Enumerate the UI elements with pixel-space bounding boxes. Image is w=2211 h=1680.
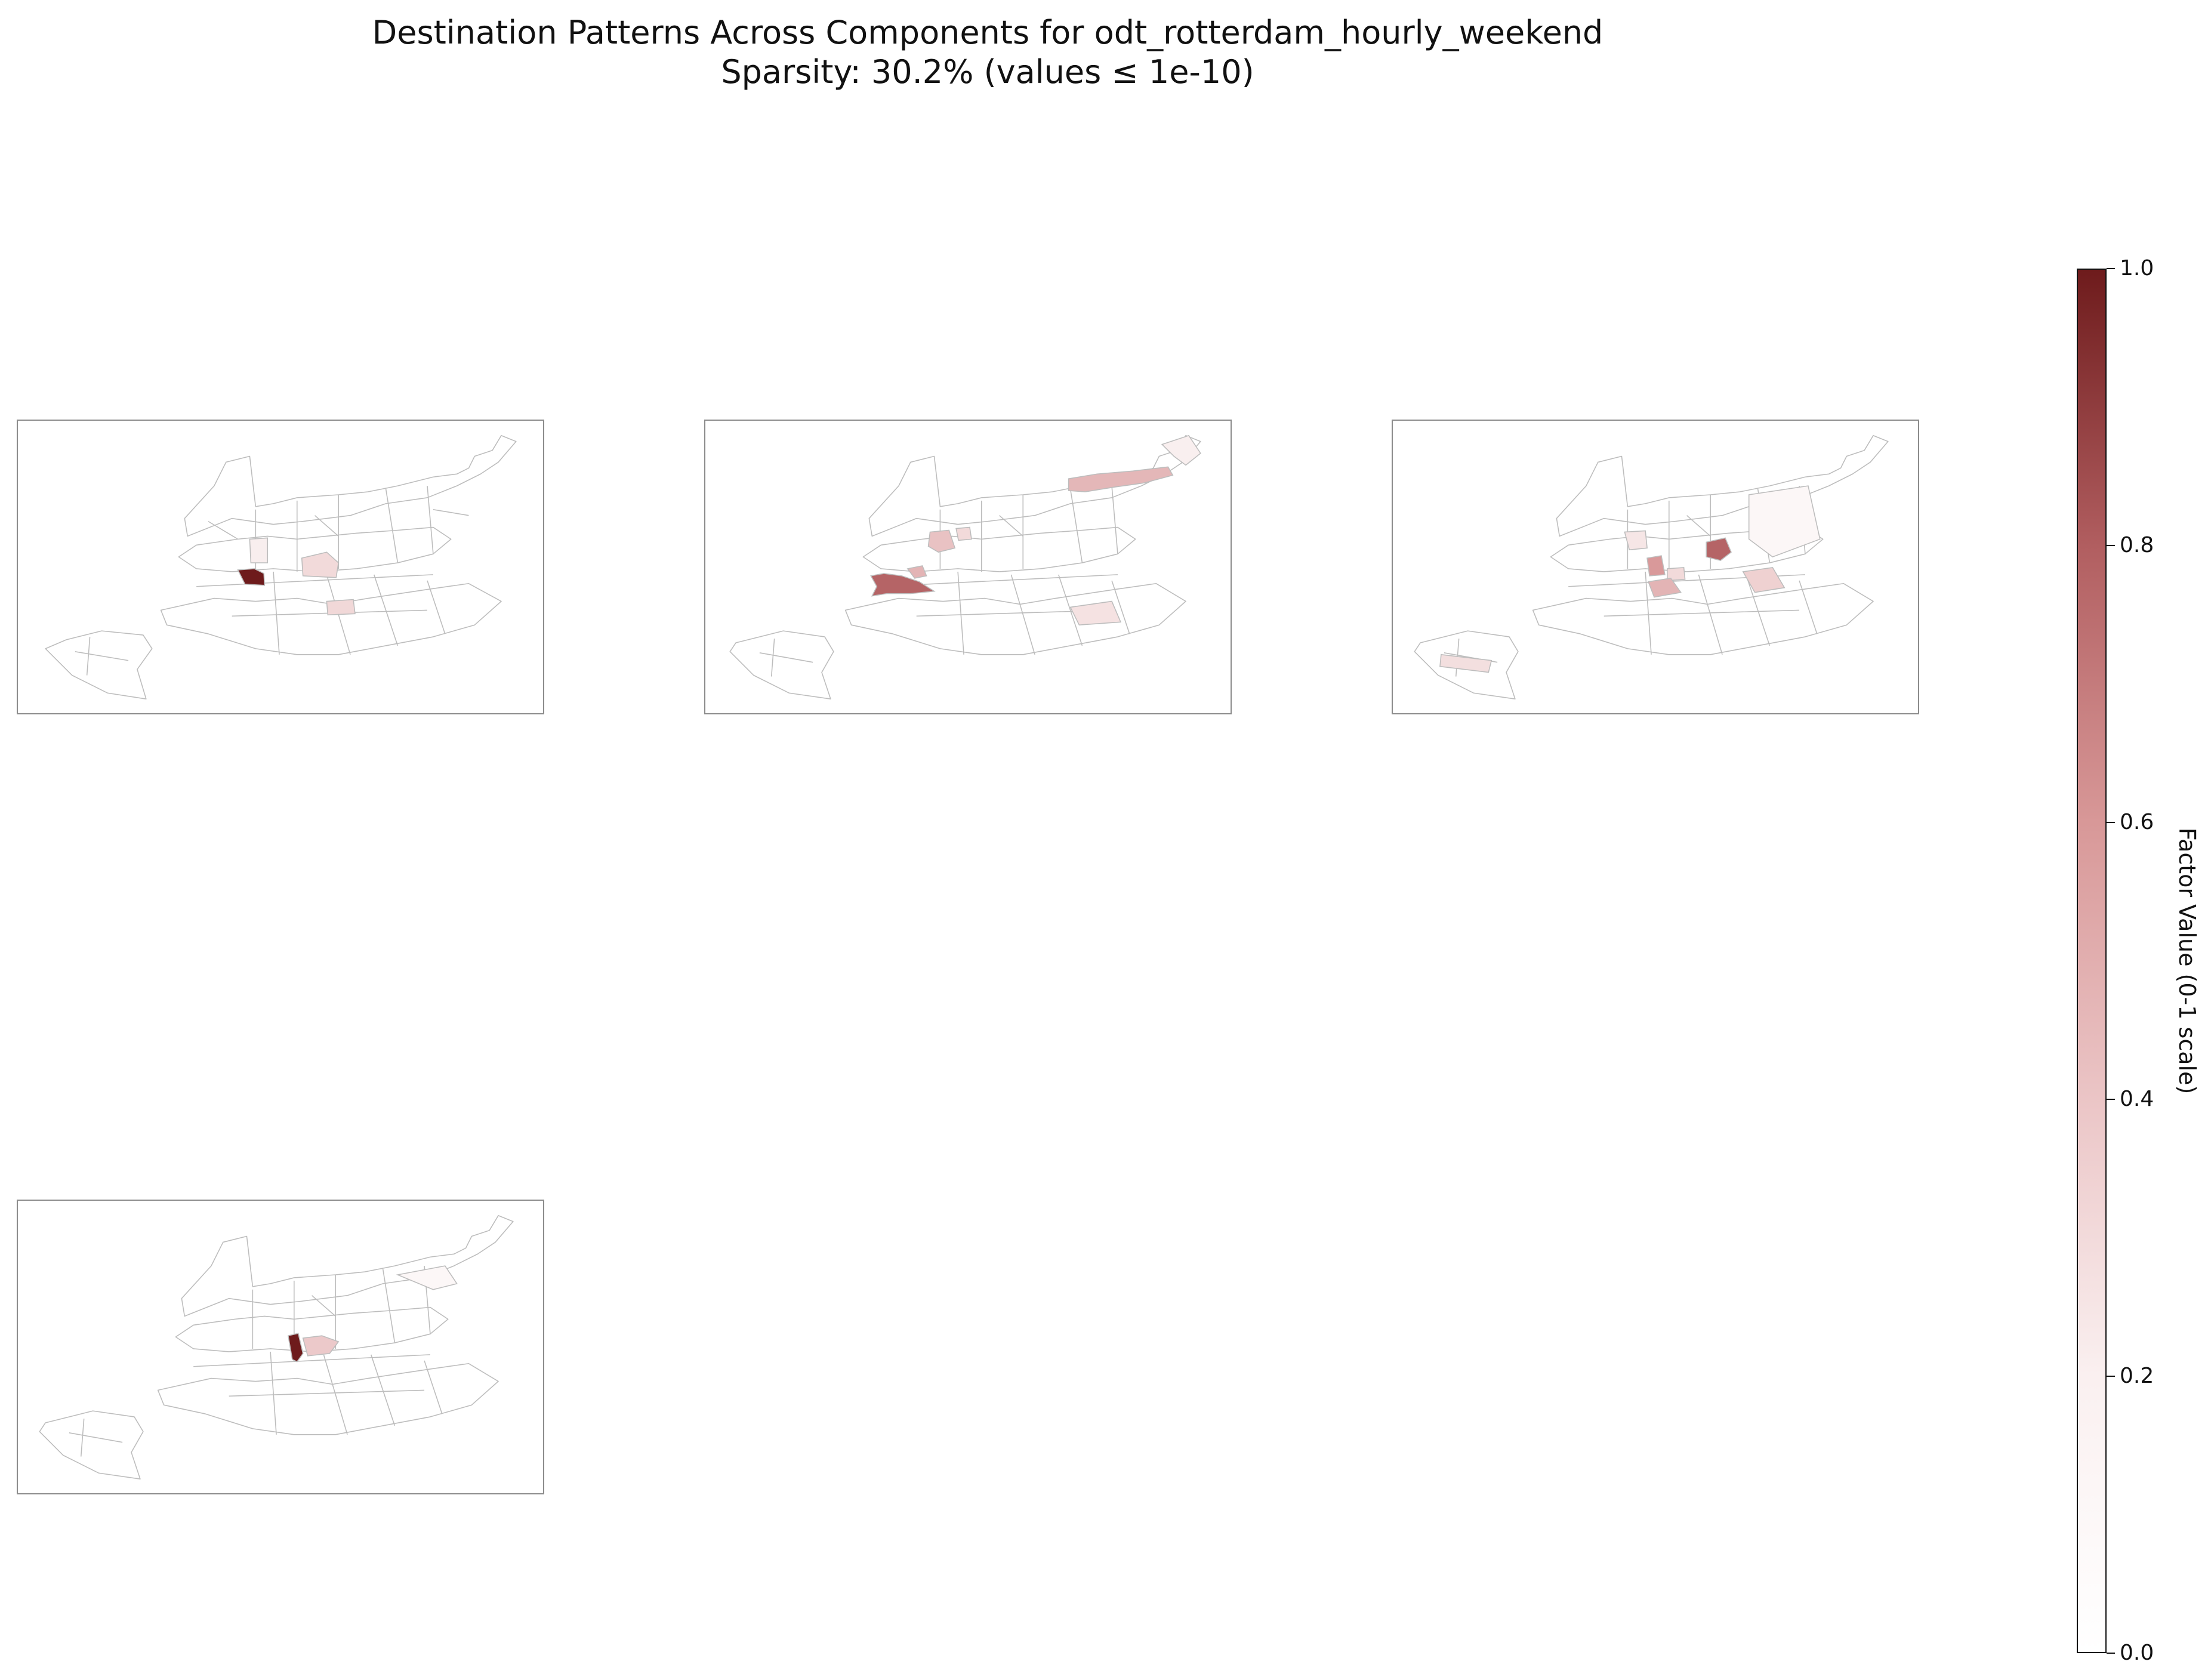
colorbar bbox=[2077, 269, 2107, 1653]
zone-highlight bbox=[906, 565, 927, 579]
colorbar-tick bbox=[2107, 268, 2115, 269]
zone-highlight bbox=[237, 568, 266, 586]
map-component-3 bbox=[1414, 435, 1889, 699]
zone-highlight bbox=[396, 1265, 458, 1290]
map-component-1 bbox=[45, 435, 517, 699]
highlighted-zones bbox=[287, 1265, 458, 1363]
colorbar-tick-label: 0.8 bbox=[2120, 533, 2154, 557]
zone-highlight bbox=[326, 599, 356, 616]
highlighted-zones bbox=[237, 537, 356, 616]
colorbar-tick-label: 0.6 bbox=[2120, 810, 2154, 834]
zone-highlight bbox=[1648, 577, 1682, 598]
colorbar-tick-label: 0.2 bbox=[2120, 1364, 2154, 1388]
zone-highlight bbox=[1706, 537, 1732, 561]
colorbar-tick-label: 1.0 bbox=[2120, 256, 2154, 280]
highlighted-zones bbox=[1439, 485, 1821, 673]
colorbar-tick bbox=[2107, 545, 2115, 546]
colorbar-tick-label: 0.4 bbox=[2120, 1087, 2154, 1111]
map-panel-component-1 bbox=[17, 420, 544, 714]
zone-highlight bbox=[870, 573, 936, 597]
zone-highlight bbox=[1742, 567, 1786, 593]
map-panel-component-3 bbox=[1392, 420, 1919, 714]
colorbar-tick bbox=[2107, 822, 2115, 823]
colorbar-tick-label: 0.0 bbox=[2120, 1641, 2154, 1665]
zone-highlight bbox=[301, 551, 340, 578]
map-panel-component-2 bbox=[704, 420, 1232, 714]
zone-highlight bbox=[249, 537, 268, 563]
zone-highlight bbox=[1439, 653, 1492, 673]
zone-highlight bbox=[302, 1335, 340, 1357]
zone-highlight bbox=[1748, 485, 1821, 558]
colorbar-tick bbox=[2107, 1653, 2115, 1654]
figure-title: Destination Patterns Across Components f… bbox=[372, 14, 1603, 51]
zone-highlight bbox=[1161, 434, 1201, 466]
colorbar-tick bbox=[2107, 1099, 2115, 1100]
zone-highlight bbox=[955, 526, 972, 541]
colorbar-label: Factor Value (0-1 scale) bbox=[2174, 827, 2200, 1095]
zone-highlight bbox=[1068, 466, 1174, 492]
colorbar-tick bbox=[2107, 1376, 2115, 1377]
zone-highlight bbox=[1667, 567, 1686, 581]
zone-highlight bbox=[1624, 530, 1648, 551]
zone-highlight bbox=[927, 529, 956, 553]
zone-highlight bbox=[1069, 600, 1122, 626]
zone-highlight bbox=[1646, 555, 1666, 577]
map-panel-component-4 bbox=[17, 1200, 544, 1494]
map-component-4 bbox=[39, 1215, 514, 1479]
highlighted-zones bbox=[870, 434, 1201, 626]
figure-subtitle: Sparsity: 30.2% (values ≤ 1e-10) bbox=[721, 53, 1254, 91]
zone-highlight bbox=[287, 1333, 304, 1363]
map-component-2 bbox=[729, 434, 1201, 699]
